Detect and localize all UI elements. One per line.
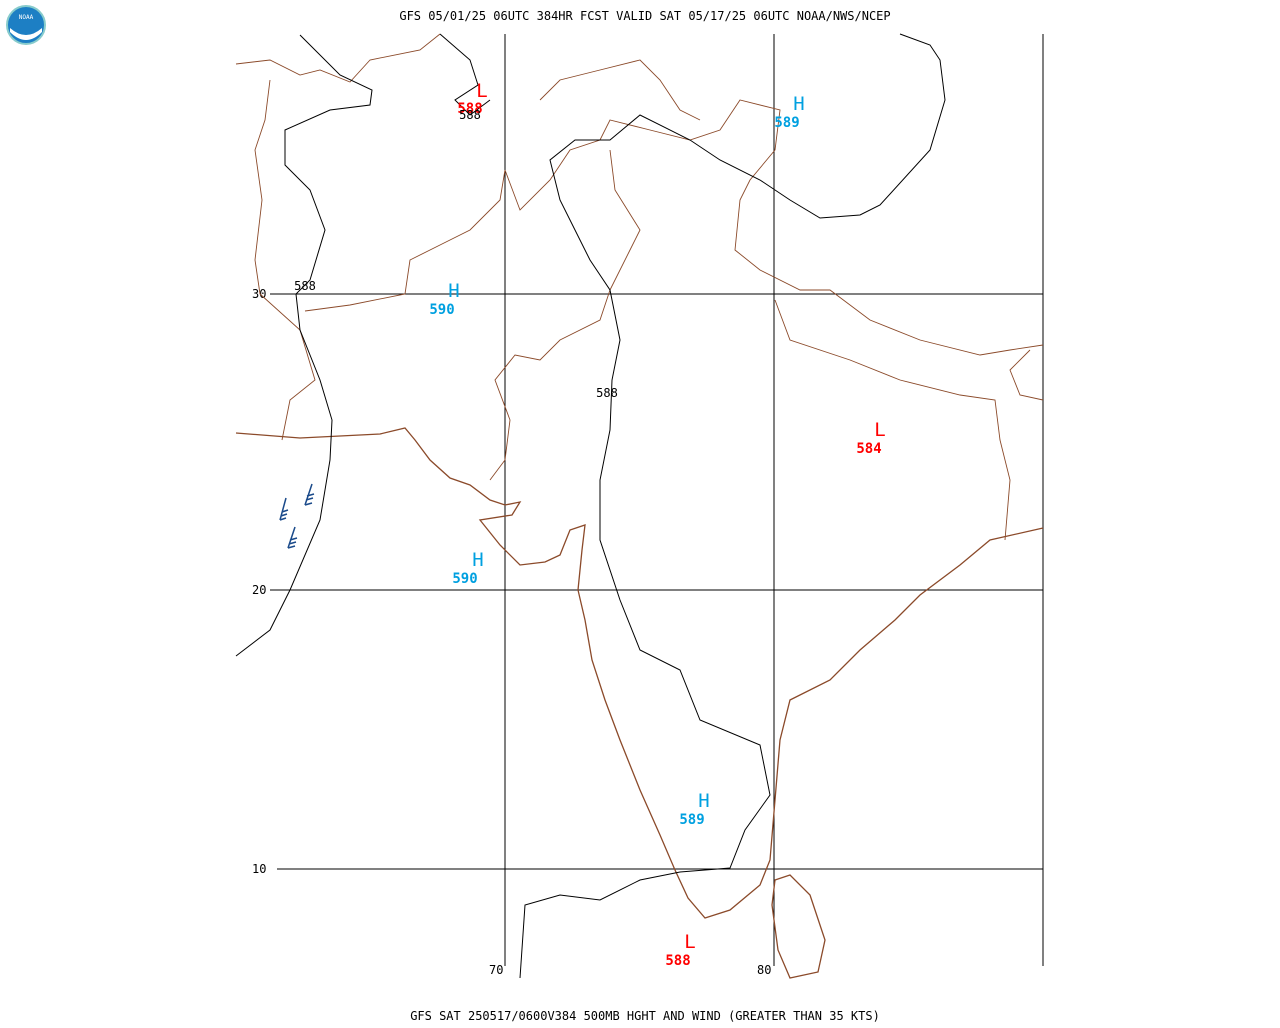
lat-label: 10	[252, 862, 266, 876]
contour-label: 588	[459, 108, 481, 122]
coastline	[235, 427, 1044, 979]
pressure-center-symbol: H	[698, 790, 709, 812]
footer-caption: GFS SAT 250517/0600V384 500MB HGHT AND W…	[410, 1009, 880, 1023]
pressure-center-value: 588	[457, 101, 482, 117]
pressure-center-value: 589	[774, 115, 799, 131]
pressure-center-value: 590	[429, 302, 454, 318]
pressure-center-value: 584	[856, 441, 881, 457]
height-contour	[235, 33, 946, 979]
logo: NOAA	[6, 5, 46, 45]
lon-label: 80	[757, 963, 771, 977]
pressure-center-value: 590	[452, 571, 477, 587]
pressure-center-symbol: L	[476, 80, 487, 102]
lat-label: 30	[252, 287, 266, 301]
lon-label: 70	[489, 963, 503, 977]
pressure-center-symbol: L	[874, 419, 885, 441]
logo-text: NOAA	[19, 14, 34, 21]
pressure-center-symbol: L	[684, 931, 695, 953]
contour-label: 588	[596, 386, 618, 400]
borders	[235, 33, 1044, 541]
lat-label: 20	[252, 583, 266, 597]
contour-label: 588	[294, 279, 316, 293]
pressure-center-symbol: H	[472, 549, 483, 571]
pressure-center-value: 589	[679, 812, 704, 828]
wind-barbs	[279, 483, 315, 549]
title: GFS 05/01/25 06UTC 384HR FCST VALID SAT …	[399, 9, 890, 23]
pressure-center-symbol: H	[793, 93, 804, 115]
pressure-center-value: 588	[665, 953, 690, 969]
pressure-center-symbol: H	[448, 280, 459, 302]
